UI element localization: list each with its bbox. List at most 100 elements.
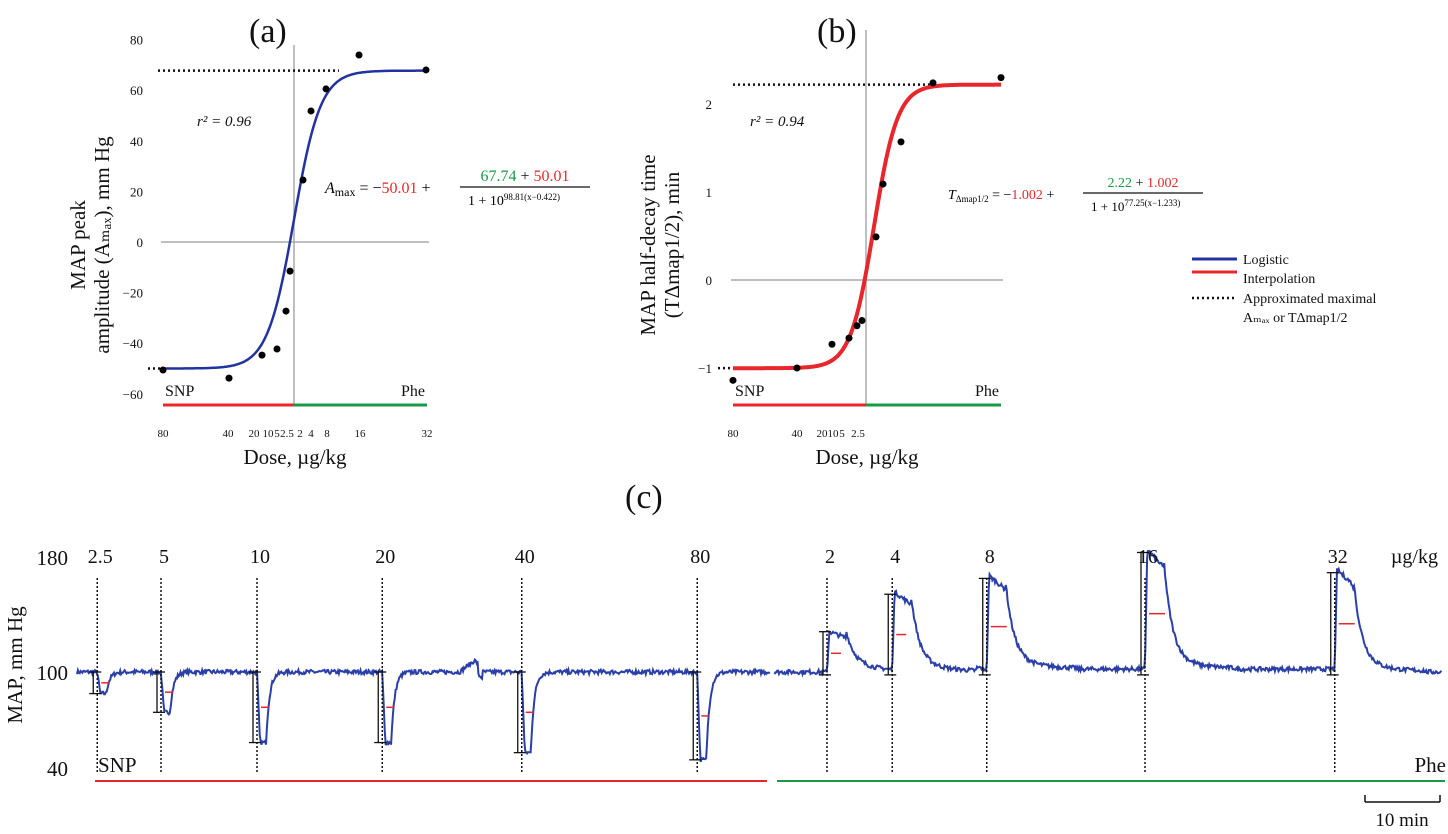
- eq-num-num_a: 67.74: [480, 168, 516, 185]
- eq-numerator: 2.22 + 1.002: [1108, 176, 1179, 191]
- x-tick-label: 10: [828, 428, 840, 440]
- x-tick-label: 10: [263, 428, 275, 440]
- scale-bar-label: 10 min: [1375, 810, 1429, 831]
- dose-label: 10: [250, 546, 270, 568]
- phe-label: Phe: [975, 383, 999, 400]
- dose-label: 8: [985, 546, 995, 568]
- eq-exponent: 98.81(x−0.422): [504, 192, 560, 202]
- y-tick-label: 100: [37, 661, 69, 685]
- y-axis-label-line2: (TΔmap1/2), min: [660, 171, 684, 318]
- r-squared-label: r² = 0.96: [197, 114, 252, 130]
- eq-min: 1.002: [1011, 188, 1043, 203]
- data-point: [897, 138, 905, 146]
- phe-label: Phe: [1415, 753, 1447, 777]
- data-point: [282, 307, 290, 315]
- panel-title: (a): [249, 13, 287, 50]
- x-tick-label: 2: [297, 428, 303, 440]
- dose-label: 40: [515, 546, 535, 568]
- y-tick-label: 2: [706, 97, 713, 112]
- data-point: [225, 374, 233, 382]
- x-axis-label: Dose, µg/kg: [243, 445, 347, 469]
- data-point: [828, 340, 836, 348]
- legend-label-interpolation: Interpolation: [1243, 272, 1315, 287]
- fit-equation: TΔmap1/2 = −1.002 +: [948, 188, 1054, 204]
- eq-lhs-sub: max: [335, 185, 356, 199]
- eq-numerator: 67.74 + 50.01: [480, 168, 569, 185]
- data-point: [307, 107, 315, 115]
- data-point: [273, 345, 281, 353]
- y-tick-label: 80: [130, 33, 143, 48]
- y-axis-label-text: MAP, mm Hg: [3, 606, 27, 724]
- y-axis-label: MAP peak amplitude (Aₘₐₓ), mm Hg: [66, 136, 114, 354]
- y-tick-label: 0: [137, 235, 144, 250]
- dose-label: 20: [375, 546, 395, 568]
- x-tick-label: 20: [817, 428, 829, 440]
- data-point: [879, 180, 887, 188]
- y-tick-label: 180: [37, 546, 69, 570]
- eq-den: 1 + 10: [468, 194, 504, 209]
- phe-label: Phe: [401, 383, 425, 400]
- snp-label: SNP: [98, 753, 137, 777]
- eq-min: 50.01: [382, 180, 418, 197]
- eq-num-num_plus: +: [1132, 176, 1147, 191]
- legend-label-logistic: Logistic: [1243, 253, 1289, 268]
- x-tick-label: 5: [274, 428, 280, 440]
- y-tick-label: −40: [123, 336, 143, 351]
- eq-exponent: 77.25(x−1.233): [1124, 198, 1180, 208]
- y-tick-label: 20: [130, 184, 143, 199]
- y-tick-label: −60: [123, 387, 143, 402]
- y-tick-label: 0: [706, 273, 713, 288]
- map-trace-phe: [773, 549, 1443, 678]
- eq-num-num_plus: +: [516, 168, 533, 185]
- data-point: [422, 66, 430, 74]
- y-axis-label-line1: MAP half-decay time: [636, 154, 660, 335]
- legend-label-approx-2: Aₘₐₓ or TΔmap1/2: [1243, 311, 1348, 326]
- legend: Logistic Interpolation Approximated maxima…: [1192, 253, 1376, 326]
- x-tick-label: 8: [324, 428, 330, 440]
- eq-plus: +: [418, 180, 431, 197]
- map-trace-snp: [76, 657, 771, 763]
- eq-lhs: T: [948, 188, 957, 203]
- x-tick-label: 80: [728, 428, 740, 440]
- fit-curve: [163, 69, 427, 370]
- x-tick-label: 2.5: [280, 428, 294, 440]
- data-point: [729, 376, 737, 384]
- fit-equation: Amax = −50.01 +: [324, 180, 431, 199]
- data-point: [858, 316, 866, 324]
- x-tick-label: 32: [422, 428, 433, 440]
- y-tick-label: 1: [706, 185, 713, 200]
- dose-label: 5: [159, 546, 169, 568]
- r-squared-label: r² = 0.94: [750, 114, 805, 130]
- data-point: [845, 334, 853, 342]
- panel-title: (b): [817, 13, 857, 50]
- x-tick-label: 80: [158, 428, 170, 440]
- dose-label: 32: [1328, 546, 1348, 568]
- data-point: [872, 233, 880, 241]
- y-tick-label: −20: [123, 286, 143, 301]
- dose-label: 2.5: [88, 546, 113, 568]
- y-axis-label: MAP, mm Hg: [3, 606, 27, 724]
- data-point: [258, 351, 266, 359]
- eq-denominator: 1 + 1098.81(x−0.422): [468, 192, 560, 209]
- eq-plus: +: [1043, 188, 1055, 203]
- eq-lhs: A: [324, 180, 335, 197]
- unit-label: µg/kg: [1391, 546, 1438, 568]
- fit-curve: [733, 82, 1001, 371]
- x-tick-label: 5: [839, 428, 845, 440]
- eq-num-num_b: 50.01: [534, 168, 570, 185]
- y-axis-label: MAP half-decay time (TΔmap1/2), min: [636, 154, 684, 335]
- x-tick-label: 16: [355, 428, 367, 440]
- dose-label: 16: [1138, 546, 1158, 568]
- y-tick-label: 40: [47, 757, 68, 781]
- x-axis-label: Dose, µg/kg: [815, 445, 919, 469]
- dose-label: 4: [890, 546, 900, 568]
- dose-label: 80: [690, 546, 710, 568]
- panel-title: (c): [625, 479, 663, 516]
- data-point: [929, 79, 937, 87]
- legend-label-approx: Approximated maximal: [1243, 292, 1376, 307]
- data-point: [355, 51, 363, 59]
- eq-lhs-sub: Δmap1/2: [956, 194, 989, 204]
